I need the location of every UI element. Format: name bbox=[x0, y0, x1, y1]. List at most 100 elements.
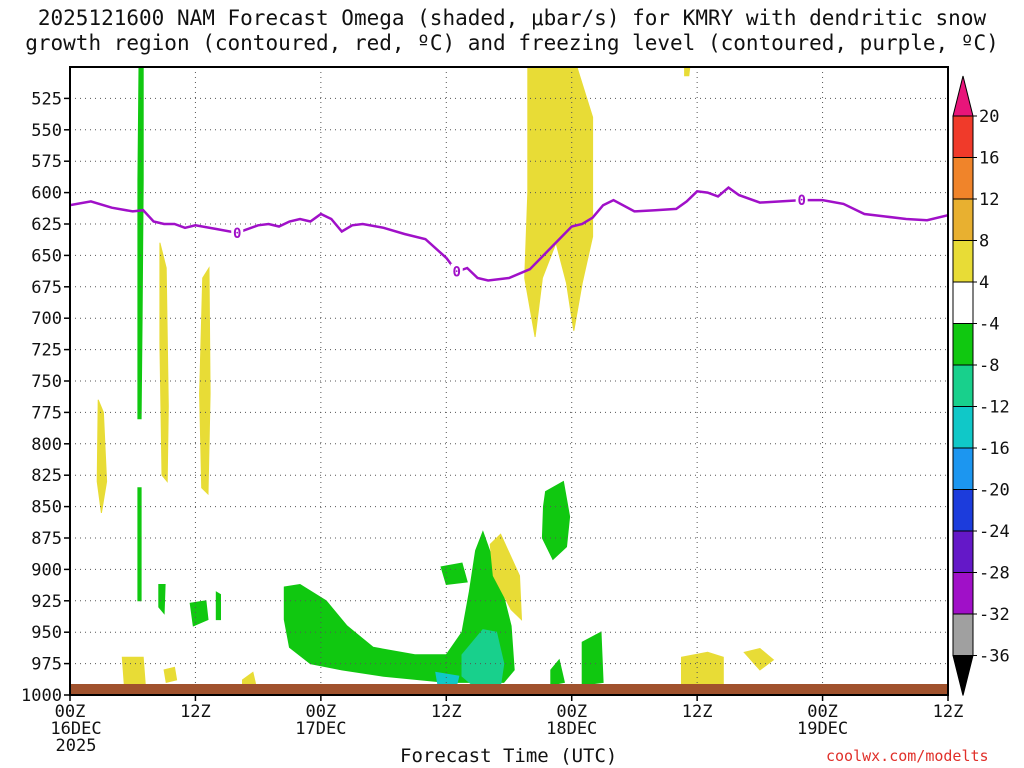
freezing-label-bg-0 bbox=[231, 224, 244, 240]
omega-region-15 bbox=[199, 266, 211, 496]
colorbar-box-5 bbox=[952, 323, 974, 366]
y-tick-label-550: 550 bbox=[31, 121, 62, 141]
colorbar-box-2 bbox=[952, 198, 974, 241]
omega-region-9 bbox=[550, 658, 566, 686]
x-tick-label-24-1: 17DEC bbox=[295, 719, 346, 739]
freezing-level-label-0: 0 bbox=[233, 226, 241, 242]
colorbar-label-12: -32 bbox=[979, 605, 1010, 625]
omega-region-3 bbox=[189, 600, 209, 627]
omega-region-4 bbox=[215, 591, 221, 621]
y-tick-label-675: 675 bbox=[31, 278, 62, 298]
x-tick-label-48-1: 18DEC bbox=[546, 719, 597, 739]
colorbar-box-8 bbox=[952, 447, 974, 490]
freezing-level-line bbox=[70, 186, 948, 282]
freezing-level-label-2: 0 bbox=[797, 193, 805, 209]
omega-region-20 bbox=[681, 651, 724, 687]
source-credit: coolwx.com/modelts bbox=[826, 747, 989, 765]
ground-surface bbox=[70, 684, 948, 695]
colorbar-box-4 bbox=[952, 281, 974, 324]
x-tick-label-72-1: 19DEC bbox=[797, 719, 848, 739]
y-tick-label-850: 850 bbox=[31, 498, 62, 518]
omega-region-14 bbox=[159, 242, 169, 483]
y-tick-label-950: 950 bbox=[31, 623, 62, 643]
colorbar-box-12 bbox=[952, 613, 974, 656]
omega-region-6 bbox=[440, 562, 468, 586]
y-tick-label-700: 700 bbox=[31, 309, 62, 329]
y-axis: 525 550 575 600 625 650 675 700 725 750 775 800 825 8… bbox=[21, 89, 70, 706]
colorbar-label-11: -28 bbox=[979, 564, 1010, 584]
omega-region-8 bbox=[581, 631, 604, 686]
omega-region-12 bbox=[524, 67, 594, 338]
omega-region-10 bbox=[461, 629, 505, 686]
y-tick-label-825: 825 bbox=[31, 466, 62, 486]
x-tick-label-84-0: 12Z bbox=[933, 702, 964, 722]
y-tick-label-525: 525 bbox=[31, 89, 62, 109]
colorbar-label-13: -36 bbox=[979, 647, 1010, 667]
colorbar-box-10 bbox=[952, 530, 974, 573]
freezing-level-label-1: 0 bbox=[453, 265, 461, 281]
colorbar-label-6: -8 bbox=[979, 356, 999, 376]
y-tick-label-900: 900 bbox=[31, 560, 62, 580]
colorbar-bottom-arrow bbox=[952, 655, 974, 696]
colorbar-label-0: 20 bbox=[979, 107, 999, 127]
y-tick-label-875: 875 bbox=[31, 529, 62, 549]
omega-region-13 bbox=[96, 399, 108, 513]
colorbar-box-7 bbox=[952, 406, 974, 449]
x-tick-label-24-0: 00Z bbox=[305, 702, 336, 722]
colorbar-label-7: -12 bbox=[979, 398, 1010, 418]
colorbar-box-1 bbox=[952, 157, 974, 200]
colorbar-top-arrow bbox=[952, 75, 974, 117]
colorbar-box-9 bbox=[952, 489, 974, 532]
y-tick-label-625: 625 bbox=[31, 215, 62, 235]
y-tick-label-925: 925 bbox=[31, 592, 62, 612]
colorbar-label-9: -20 bbox=[979, 481, 1010, 501]
colorbar-label-5: -4 bbox=[979, 315, 999, 335]
colorbar-box-11 bbox=[952, 572, 974, 615]
freezing-label-bg-2 bbox=[795, 192, 808, 208]
colorbar-box-3 bbox=[952, 240, 974, 283]
omega-region-0 bbox=[137, 67, 144, 420]
x-axis-title: Forecast Time (UTC) bbox=[400, 745, 618, 767]
colorbar-box-0 bbox=[952, 115, 974, 158]
x-tick-label-0-2: 2025 bbox=[56, 736, 97, 756]
omega-region-1 bbox=[137, 487, 142, 602]
x-tick-label-0-0: 00Z bbox=[55, 702, 86, 722]
colorbar-box-6 bbox=[952, 364, 974, 407]
x-tick-label-72-0: 00Z bbox=[807, 702, 838, 722]
colorbar-label-1: 16 bbox=[979, 149, 999, 169]
x-tick-label-0-1: 16DEC bbox=[50, 719, 101, 739]
y-tick-label-600: 600 bbox=[31, 184, 62, 204]
x-tick-label-12-0: 12Z bbox=[180, 702, 211, 722]
omega-region-22 bbox=[684, 67, 691, 77]
omega-region-2 bbox=[158, 584, 166, 615]
omega-shading bbox=[96, 67, 775, 690]
x-tick-label-36-0: 12Z bbox=[431, 702, 462, 722]
y-tick-label-800: 800 bbox=[31, 435, 62, 455]
x-tick-label-60-0: 12Z bbox=[682, 702, 713, 722]
omega-region-18 bbox=[163, 666, 178, 684]
title-line-1: 2025121600 NAM Forecast Omega (shaded, μ… bbox=[37, 6, 987, 30]
colorbar-label-4: 4 bbox=[979, 273, 989, 293]
omega-region-17 bbox=[121, 656, 146, 687]
freezing-label-bg-1 bbox=[450, 263, 463, 279]
y-tick-label-725: 725 bbox=[31, 341, 62, 361]
y-tick-label-975: 975 bbox=[31, 655, 62, 675]
y-tick-label-1000: 1000 bbox=[21, 686, 62, 706]
colorbar-label-10: -24 bbox=[979, 522, 1010, 542]
colorbar-label-8: -16 bbox=[979, 439, 1010, 459]
colorbar-label-3: 8 bbox=[979, 232, 989, 252]
omega-region-16 bbox=[489, 533, 523, 621]
x-tick-label-48-0: 00Z bbox=[556, 702, 587, 722]
y-tick-label-775: 775 bbox=[31, 403, 62, 423]
y-tick-label-750: 750 bbox=[31, 372, 62, 392]
colorbar: 20 16 12 8 4 -4 -8 -12 -16 -20 -24 -28 -32 -36 bbox=[952, 75, 1010, 696]
title-line-2: growth region (contoured, red, ºC) and f… bbox=[25, 31, 999, 55]
omega-region-21 bbox=[743, 647, 775, 671]
y-tick-label-650: 650 bbox=[31, 246, 62, 266]
omega-region-7 bbox=[541, 480, 571, 561]
colorbar-label-2: 12 bbox=[979, 190, 999, 210]
chart-title: 2025121600 NAM Forecast Omega (shaded, μ… bbox=[0, 6, 1024, 56]
y-tick-label-575: 575 bbox=[31, 152, 62, 172]
